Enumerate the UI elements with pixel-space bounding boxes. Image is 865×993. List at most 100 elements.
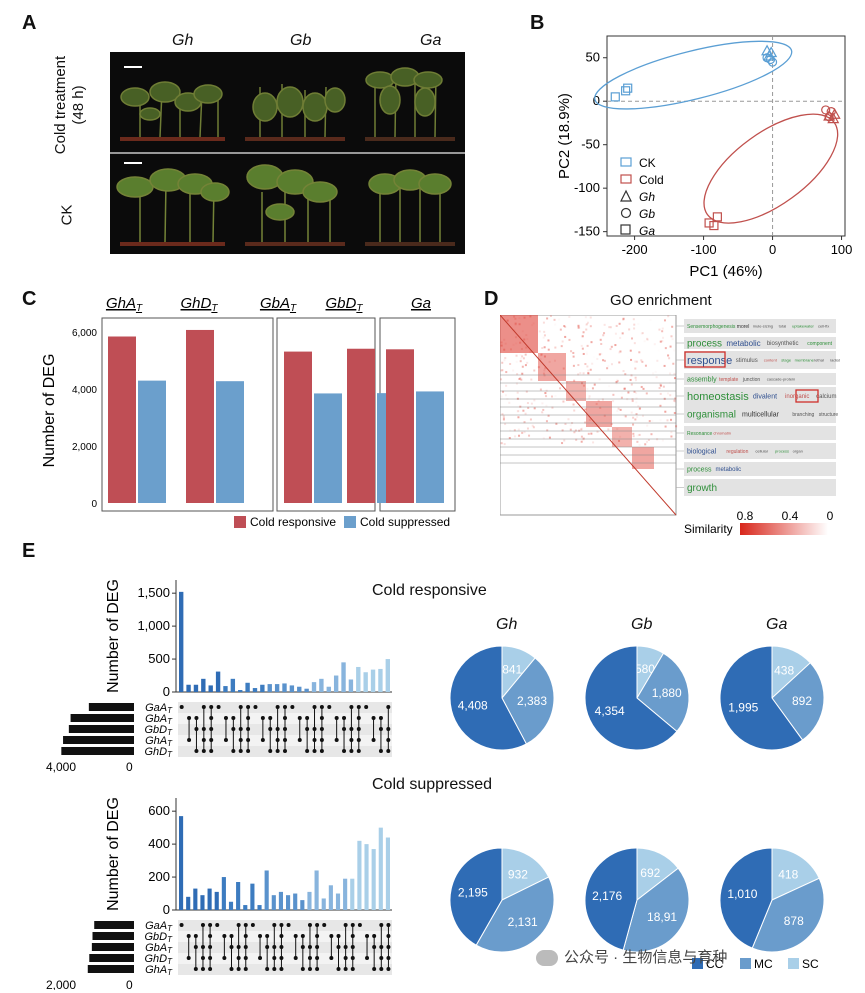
go-heatmap-cell (519, 405, 522, 408)
go-heatmap-cell (659, 383, 662, 386)
row-label-cold-line1: Cold treatment (52, 55, 69, 155)
go-heatmap-cell (591, 387, 594, 390)
go-word: metabolic (715, 467, 741, 473)
deg-bar-responsive (284, 351, 312, 503)
go-heatmap-cell (546, 317, 549, 320)
go-heatmap-cell (500, 442, 503, 445)
go-heatmap-cell (610, 363, 613, 366)
go-heatmap-cell (551, 406, 554, 409)
go-diagonal (500, 315, 677, 516)
go-term-box (684, 337, 836, 349)
go-heatmap-cell (584, 363, 587, 366)
go-heatmap-cell (619, 336, 622, 339)
go-heatmap-cell (516, 410, 519, 413)
go-heatmap-cell (572, 351, 575, 354)
go-heatmap-cell (609, 348, 612, 351)
go-heatmap-cell (640, 385, 643, 388)
go-word: structure (819, 412, 839, 418)
go-heatmap-cell (634, 418, 637, 421)
go-heatmap-cell (659, 404, 662, 407)
go-heatmap-cell (542, 336, 545, 339)
go-heatmap-cell (629, 349, 632, 352)
upset-resp-set-axis-right: 0 (126, 760, 133, 774)
go-heatmap-cell (671, 338, 674, 341)
go-word: organ (793, 448, 803, 453)
go-heatmap-cell (546, 429, 549, 432)
pca-plot: -200 -100 0 100 50 0 -50 -100 -150 PC1 (46%) PC2 (… (556, 35, 852, 280)
upset-supp-set-label: GbDT (144, 931, 173, 944)
watermark: 公众号 · 生物信息与育种 (536, 946, 727, 967)
upset-supp-bar (328, 885, 333, 910)
go-heatmap-cell (569, 424, 572, 427)
upset-resp-set-label: GbAT (145, 713, 173, 726)
go-heatmap-cell (581, 335, 584, 338)
go-heatmap-cell (541, 402, 544, 405)
go-heatmap-cell (525, 390, 528, 393)
go-heatmap-cell (584, 421, 587, 424)
go-heatmap-cell (526, 361, 529, 364)
go-heatmap-cell (515, 382, 518, 385)
deg-bar-responsive (386, 349, 414, 503)
go-heatmap-cell (577, 324, 580, 327)
go-word: content (764, 357, 778, 362)
go-heatmap-cell (623, 387, 626, 390)
go-heatmap-cell (655, 371, 657, 373)
go-heatmap-cell (568, 315, 571, 318)
pie-slice-cc (584, 645, 678, 751)
go-heatmap-cell (544, 367, 547, 370)
go-heatmap-cell (632, 318, 635, 321)
go-heatmap-cell (586, 365, 589, 368)
pie-slice-mc (622, 867, 690, 953)
go-heatmap-cell (590, 443, 592, 445)
pie-legend-swatch-mc (740, 958, 751, 969)
upset-supp-bar (243, 905, 248, 910)
go-heatmap-cell (663, 319, 666, 322)
row-label-cold-line2: (48 h) (70, 85, 87, 125)
go-heatmap-cell (563, 439, 566, 442)
go-heatmap-cell (587, 432, 590, 435)
go-heatmap-cell (632, 423, 635, 426)
go-heatmap-cell (638, 443, 641, 446)
go-heatmap-cell (595, 402, 598, 405)
go-heatmap-cell (520, 372, 522, 374)
go-heatmap-cell (664, 347, 667, 350)
go-heatmap-cell (526, 402, 529, 405)
go-heatmap-cell (505, 384, 508, 387)
pca-legend-label-gb: Gb (639, 207, 655, 221)
go-word: morel (737, 324, 750, 330)
go-heatmap-cell (607, 364, 610, 367)
go-heatmap-cell (508, 401, 511, 404)
go-heatmap-cell (514, 435, 517, 438)
go-heatmap-cell (503, 359, 506, 362)
go-heatmap-cell (582, 438, 585, 441)
pca-point-ck-ga (621, 86, 631, 96)
upset-suppressed-title: Cold suppressed (372, 776, 493, 793)
deg-bar-suppressed (314, 393, 342, 503)
go-heatmap-cell (673, 375, 675, 377)
go-word: cellular (755, 448, 768, 453)
go-heatmap-cell (543, 346, 546, 349)
go-heatmap-cell (513, 429, 516, 432)
go-heatmap-cell (621, 392, 623, 394)
upset-supp-bar (264, 870, 269, 910)
go-heatmap-cell (653, 343, 656, 346)
pca-ytick-label: -50 (581, 137, 600, 152)
go-word: process (775, 448, 789, 453)
go-word: branching (792, 412, 814, 418)
go-heatmap-cell (675, 425, 678, 428)
go-heatmap-cell (608, 385, 610, 387)
upset-resp-bar (370, 669, 376, 692)
go-heatmap-cell (672, 362, 675, 365)
go-heatmap-cell (670, 431, 673, 434)
pie-slice-cc (449, 847, 503, 946)
upset-resp-bar (356, 666, 361, 692)
deg-group-label: GbDT (326, 295, 364, 314)
go-heatmap-cell (602, 359, 605, 362)
go-heatmap-cell (573, 409, 576, 412)
go-heatmap-cell (671, 325, 674, 328)
go-word: lethal (814, 357, 824, 362)
go-heatmap-cell (540, 353, 543, 356)
go-term-box (684, 351, 836, 369)
go-heatmap-cell (502, 415, 505, 418)
go-heatmap-cell (659, 340, 662, 343)
